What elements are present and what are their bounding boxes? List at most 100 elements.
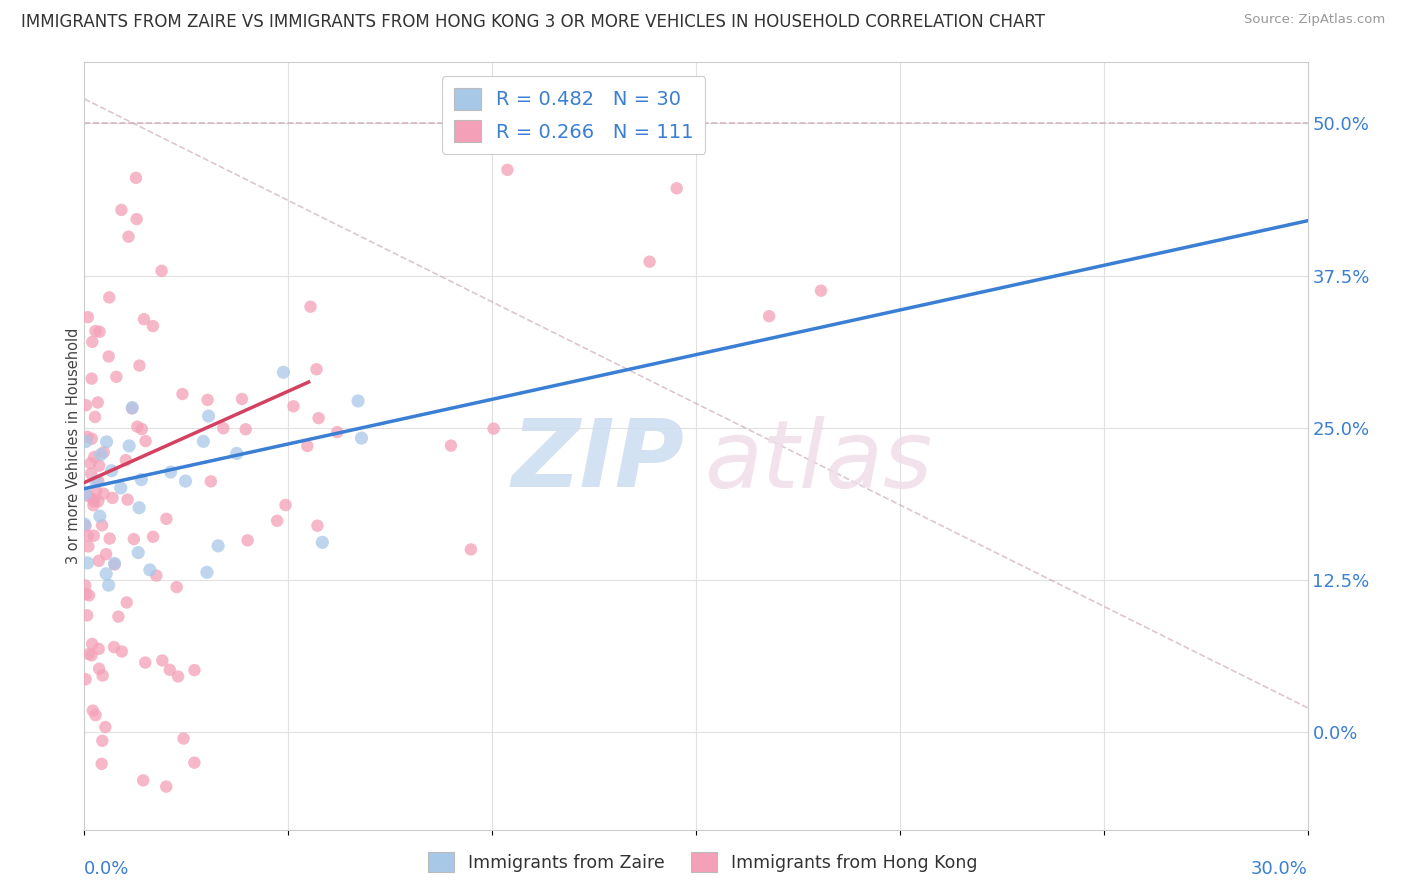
Point <box>326 425 349 439</box>
Point <box>128 500 150 515</box>
Text: 30.0%: 30.0% <box>1251 860 1308 879</box>
Point <box>135 434 157 448</box>
Point <box>96 566 118 581</box>
Point <box>93 486 115 500</box>
Point <box>93 853 115 867</box>
Point <box>117 229 139 244</box>
Point <box>75 519 97 533</box>
Point <box>91 733 114 747</box>
Point <box>83 450 105 464</box>
Point <box>76 556 98 570</box>
Point <box>117 492 139 507</box>
Point <box>350 431 373 445</box>
Point <box>90 448 112 462</box>
Point <box>83 494 105 508</box>
Point <box>496 162 519 177</box>
Point <box>87 395 110 409</box>
Point <box>474 133 496 147</box>
Point <box>80 648 103 663</box>
Point <box>75 487 97 501</box>
Point <box>125 170 148 185</box>
Point <box>440 439 463 453</box>
Point <box>128 359 150 373</box>
Point <box>77 588 100 602</box>
Point <box>93 445 115 459</box>
Point <box>84 708 107 723</box>
Point <box>183 663 205 677</box>
Point <box>107 609 129 624</box>
Point <box>150 653 173 667</box>
Point <box>82 637 104 651</box>
Point <box>103 640 125 654</box>
Point <box>131 473 153 487</box>
Point <box>299 300 322 314</box>
Point <box>84 475 107 489</box>
Point <box>172 387 194 401</box>
Point <box>98 532 121 546</box>
Point <box>121 401 143 415</box>
Point <box>83 529 105 543</box>
Point <box>236 533 259 548</box>
Point <box>197 392 219 407</box>
Point <box>307 518 329 533</box>
Point <box>665 181 688 195</box>
Point <box>827 26 849 40</box>
Point <box>118 439 141 453</box>
Point <box>235 422 257 436</box>
Point <box>75 398 97 412</box>
Point <box>89 458 111 473</box>
Point <box>810 284 832 298</box>
Point <box>207 539 229 553</box>
Point <box>482 422 505 436</box>
Point <box>166 580 188 594</box>
Point <box>142 530 165 544</box>
Point <box>111 644 134 658</box>
Point <box>115 453 138 467</box>
Point <box>104 558 127 572</box>
Point <box>75 587 97 601</box>
Point <box>79 456 101 470</box>
Point <box>159 465 181 479</box>
Point <box>84 484 107 499</box>
Point <box>134 656 156 670</box>
Text: atlas: atlas <box>704 416 932 507</box>
Point <box>84 324 107 338</box>
Point <box>98 290 121 304</box>
Point <box>80 432 103 446</box>
Point <box>155 512 177 526</box>
Point <box>305 362 328 376</box>
Legend: R = 0.482   N = 30, R = 0.266   N = 111: R = 0.482 N = 30, R = 0.266 N = 111 <box>441 76 706 154</box>
Point <box>84 409 107 424</box>
Point <box>197 409 219 423</box>
Point <box>183 756 205 770</box>
Point <box>87 494 110 508</box>
Point <box>87 554 110 568</box>
Point <box>77 540 100 554</box>
Point <box>155 780 177 794</box>
Point <box>311 535 333 549</box>
Point <box>266 514 288 528</box>
Point <box>94 720 117 734</box>
Point <box>121 401 143 416</box>
Point <box>82 498 104 512</box>
Point <box>225 446 247 460</box>
Point <box>75 672 97 686</box>
Point <box>77 647 100 661</box>
Point <box>91 518 114 533</box>
Legend: Immigrants from Zaire, Immigrants from Hong Kong: Immigrants from Zaire, Immigrants from H… <box>422 845 984 879</box>
Point <box>96 434 118 449</box>
Point <box>274 498 297 512</box>
Point <box>200 475 222 489</box>
Point <box>139 563 162 577</box>
Point <box>94 547 117 561</box>
Point <box>195 566 218 580</box>
Point <box>82 334 104 349</box>
Point <box>83 492 105 507</box>
Point <box>87 641 110 656</box>
Text: 0.0%: 0.0% <box>84 860 129 879</box>
Point <box>347 394 370 409</box>
Point <box>77 310 100 325</box>
Point <box>76 430 98 444</box>
Text: IMMIGRANTS FROM ZAIRE VS IMMIGRANTS FROM HONG KONG 3 OR MORE VEHICLES IN HOUSEHO: IMMIGRANTS FROM ZAIRE VS IMMIGRANTS FROM… <box>21 13 1045 31</box>
Point <box>97 350 120 364</box>
